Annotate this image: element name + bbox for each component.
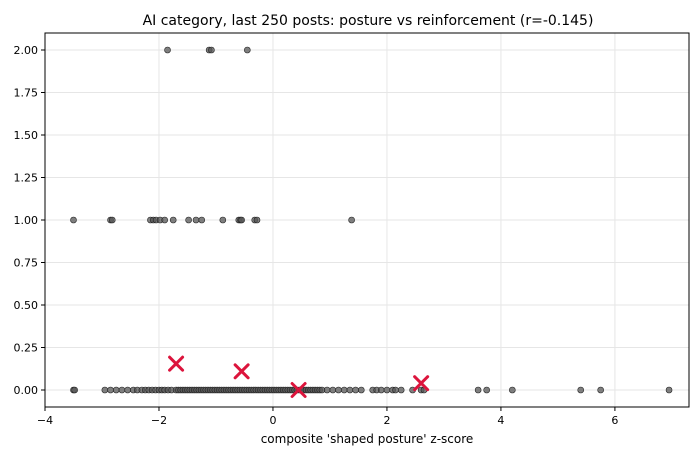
y-tick-label: 1.00 xyxy=(14,214,39,227)
x-tick-label: 2 xyxy=(383,414,390,427)
data-point xyxy=(70,216,77,224)
data-point xyxy=(192,216,200,224)
data-point xyxy=(509,386,516,394)
data-points xyxy=(70,46,673,398)
data-point xyxy=(101,386,109,394)
data-point xyxy=(352,386,359,394)
data-point xyxy=(397,386,405,394)
x-axis-label: composite 'shaped posture' z-score xyxy=(261,432,474,446)
highlight-x-marker xyxy=(168,355,185,372)
highlight-x-marker xyxy=(233,363,250,380)
data-point xyxy=(483,386,490,394)
highlight-x-marker xyxy=(290,382,307,398)
data-point xyxy=(198,216,206,224)
chart-title: AI category, last 250 posts: posture vs … xyxy=(143,13,594,29)
y-tick-label: 0.75 xyxy=(14,257,39,270)
data-point xyxy=(118,386,126,394)
y-tick-label: 1.25 xyxy=(14,172,39,185)
data-point xyxy=(665,386,673,394)
data-point xyxy=(107,386,114,394)
grid xyxy=(44,33,689,407)
data-point xyxy=(358,386,365,394)
data-point xyxy=(161,216,168,224)
axes: −4 −2 0 2 4 6 0.00 0.25 0.50 0.75 1.00 1.25 1.50 1.75… xyxy=(14,44,619,427)
y-tick-label: 1.50 xyxy=(14,129,39,142)
data-point xyxy=(108,216,116,224)
data-point xyxy=(112,386,120,394)
x-tick-label: −4 xyxy=(37,414,53,427)
data-point xyxy=(185,216,192,224)
x-tick-label: 4 xyxy=(497,414,504,427)
data-point xyxy=(377,386,385,394)
data-point xyxy=(164,46,171,54)
data-point xyxy=(474,386,482,394)
data-point xyxy=(340,386,348,394)
data-point xyxy=(238,216,245,224)
data-point xyxy=(124,386,131,394)
y-tick-label: 0.00 xyxy=(14,384,39,397)
data-point xyxy=(335,386,342,394)
data-point xyxy=(346,386,354,394)
data-point xyxy=(219,216,227,224)
data-point xyxy=(169,216,177,224)
data-point xyxy=(383,386,391,394)
data-point xyxy=(71,386,78,394)
data-point xyxy=(323,386,331,394)
x-tick-label: 6 xyxy=(611,414,618,427)
y-tick-label: 1.75 xyxy=(14,87,39,100)
data-point xyxy=(329,386,337,394)
x-tick-label: 0 xyxy=(269,414,276,427)
y-tick-label: 2.00 xyxy=(14,44,39,57)
data-point xyxy=(597,386,604,394)
data-point xyxy=(577,386,585,394)
x-tick-label: −2 xyxy=(151,414,167,427)
y-tick-label: 0.25 xyxy=(14,342,39,355)
data-point xyxy=(348,216,355,224)
y-tick-label: 0.50 xyxy=(14,299,39,312)
highlight-x-marker xyxy=(413,375,430,392)
data-point xyxy=(392,386,399,394)
data-point xyxy=(208,46,215,54)
data-point xyxy=(244,46,251,54)
data-point xyxy=(253,216,261,224)
